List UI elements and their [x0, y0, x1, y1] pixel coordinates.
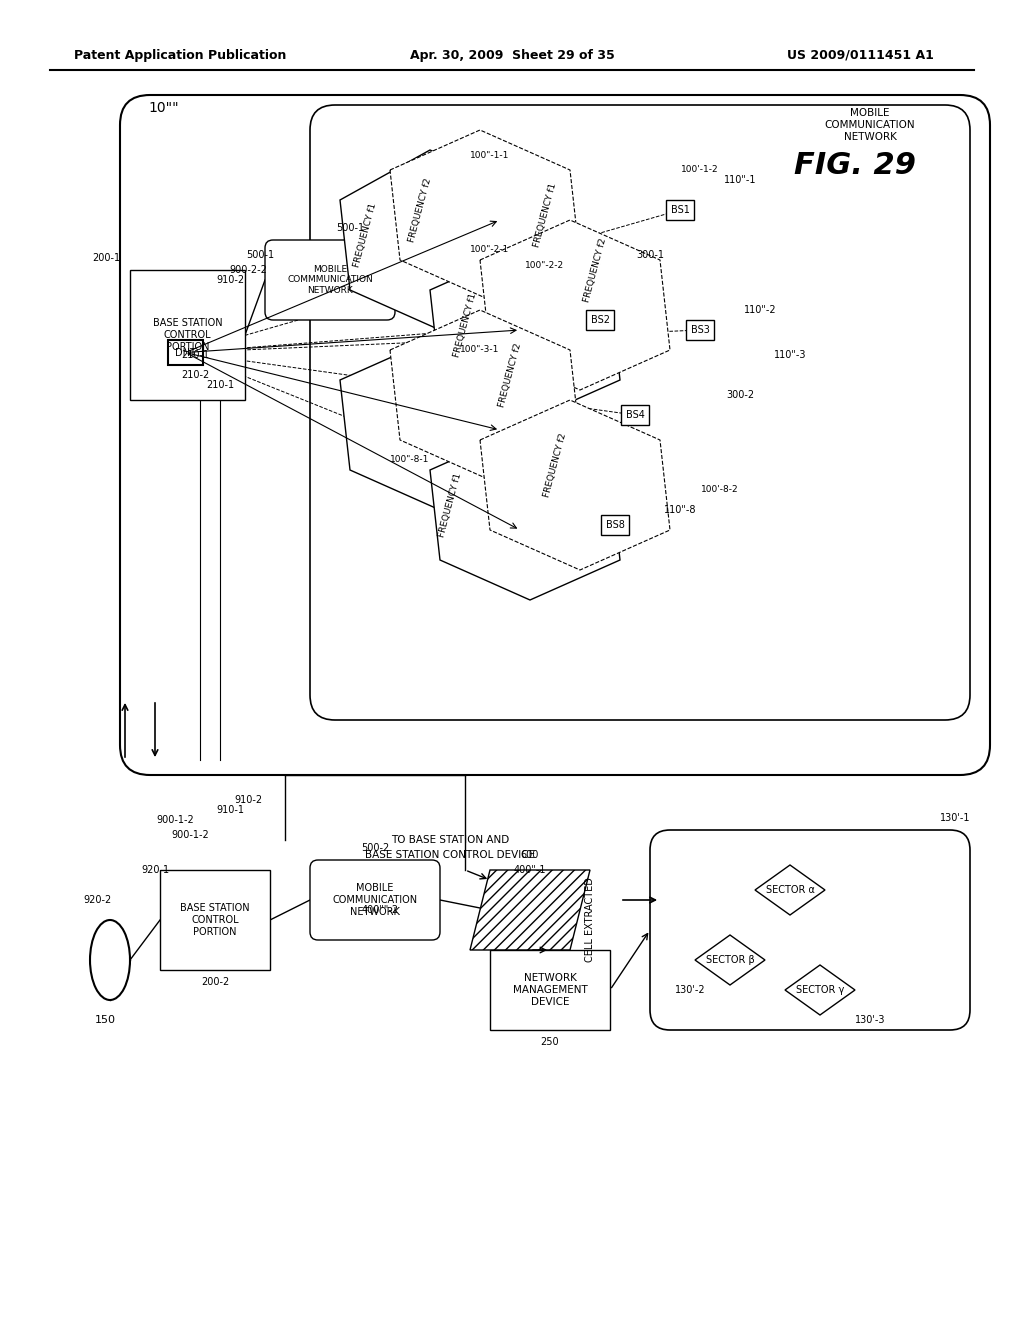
Text: FREQUENCY f1: FREQUENCY f1 [532, 182, 558, 248]
FancyBboxPatch shape [160, 870, 270, 970]
Text: 500-1: 500-1 [246, 249, 274, 260]
Text: 300-2: 300-2 [726, 389, 754, 400]
Polygon shape [470, 870, 590, 950]
FancyBboxPatch shape [168, 341, 203, 366]
Text: BASE STATION
CONTROL
PORTION: BASE STATION CONTROL PORTION [153, 318, 222, 351]
Text: BS8: BS8 [605, 520, 625, 531]
Text: 110"-2: 110"-2 [743, 305, 776, 315]
FancyBboxPatch shape [621, 405, 649, 425]
Polygon shape [480, 400, 670, 570]
Text: BASE STATION CONTROL DEVICE: BASE STATION CONTROL DEVICE [365, 850, 536, 861]
Text: 910-1: 910-1 [216, 805, 244, 814]
Polygon shape [480, 220, 670, 389]
Text: BASE STATION
CONTROL
PORTION: BASE STATION CONTROL PORTION [180, 903, 250, 937]
Text: Apr. 30, 2009  Sheet 29 of 35: Apr. 30, 2009 Sheet 29 of 35 [410, 49, 614, 62]
Polygon shape [390, 129, 580, 300]
Text: 300-1: 300-1 [636, 249, 664, 260]
Polygon shape [785, 965, 855, 1015]
Text: 900-1-2: 900-1-2 [171, 830, 209, 840]
Text: 100'-1-2: 100'-1-2 [681, 165, 719, 174]
Text: FREQUENCY f2: FREQUENCY f2 [582, 236, 608, 304]
Text: BS1: BS1 [671, 205, 689, 215]
Text: 210-1: 210-1 [181, 350, 209, 360]
Text: 400"-1: 400"-1 [514, 865, 546, 875]
Text: 920-2: 920-2 [84, 895, 112, 906]
Polygon shape [695, 935, 765, 985]
Text: BS3: BS3 [690, 325, 710, 335]
Text: 920-1: 920-1 [141, 865, 169, 875]
Text: 110"-8: 110"-8 [664, 506, 696, 515]
Polygon shape [390, 310, 580, 480]
Text: NETWORK
MANAGEMENT
DEVICE: NETWORK MANAGEMENT DEVICE [513, 973, 588, 1007]
Text: FREQUENCY f2: FREQUENCY f2 [542, 432, 568, 498]
Polygon shape [430, 249, 620, 420]
Text: 400""-2: 400""-2 [361, 906, 398, 915]
FancyBboxPatch shape [310, 861, 440, 940]
FancyBboxPatch shape [686, 319, 714, 341]
Text: US 2009/0111451 A1: US 2009/0111451 A1 [786, 49, 934, 62]
Text: FREQUENCY f2: FREQUENCY f2 [408, 177, 433, 243]
FancyBboxPatch shape [601, 515, 629, 535]
FancyBboxPatch shape [130, 271, 245, 400]
Text: 100"-1-1: 100"-1-1 [470, 150, 510, 160]
Text: FREQUENCY f1: FREQUENCY f1 [437, 471, 463, 539]
FancyBboxPatch shape [265, 240, 395, 319]
Text: 210-1: 210-1 [206, 380, 234, 389]
Text: BS2: BS2 [591, 315, 609, 325]
Text: 130'-1: 130'-1 [940, 813, 971, 822]
FancyBboxPatch shape [120, 95, 990, 775]
Text: 100"-2-1: 100"-2-1 [470, 246, 510, 255]
Text: 200-1: 200-1 [92, 253, 120, 263]
Text: FREQUENCY f1: FREQUENCY f1 [452, 292, 478, 358]
Polygon shape [340, 150, 530, 330]
Text: TO BASE STATION AND: TO BASE STATION AND [391, 836, 509, 845]
Text: 900-2-2: 900-2-2 [229, 265, 267, 275]
Text: SECTOR γ: SECTOR γ [796, 985, 844, 995]
Text: DHT: DHT [175, 347, 196, 358]
Text: 600: 600 [521, 850, 540, 861]
Text: 910-2: 910-2 [216, 275, 244, 285]
Text: 500-2: 500-2 [360, 843, 389, 853]
Text: 100"-8-1: 100"-8-1 [390, 455, 430, 465]
FancyBboxPatch shape [586, 310, 614, 330]
Text: FREQUENCY f1: FREQUENCY f1 [352, 202, 378, 268]
FancyBboxPatch shape [666, 201, 694, 220]
Text: 110"-1: 110"-1 [724, 176, 757, 185]
Text: 130'-3: 130'-3 [855, 1015, 886, 1026]
Text: SECTOR α: SECTOR α [766, 884, 814, 895]
Polygon shape [755, 865, 825, 915]
Text: 200-2: 200-2 [201, 977, 229, 987]
Text: 130'-2: 130'-2 [675, 985, 706, 995]
Text: CELL EXTRACTED: CELL EXTRACTED [585, 878, 595, 962]
FancyBboxPatch shape [650, 830, 970, 1030]
FancyBboxPatch shape [490, 950, 610, 1030]
Text: 100'-8-2: 100'-8-2 [701, 486, 738, 495]
Text: 500-1: 500-1 [336, 223, 365, 234]
Text: 100"-3-1: 100"-3-1 [461, 346, 500, 355]
Text: MOBILE
COMMMUNICATION
NETWORK: MOBILE COMMMUNICATION NETWORK [287, 265, 373, 294]
Polygon shape [340, 341, 530, 510]
Text: 110"-3: 110"-3 [774, 350, 806, 360]
FancyBboxPatch shape [310, 106, 970, 719]
Text: 100"-2-2: 100"-2-2 [525, 260, 564, 269]
Text: 910-2: 910-2 [233, 795, 262, 805]
Text: 10"": 10"" [148, 102, 178, 115]
Text: 210-2: 210-2 [181, 370, 209, 380]
Ellipse shape [90, 920, 130, 1001]
Polygon shape [430, 430, 620, 601]
Text: 900-1-2: 900-1-2 [156, 814, 194, 825]
Text: FIG. 29: FIG. 29 [794, 150, 916, 180]
Text: MOBILE
COMMUNICATION
NETWORK: MOBILE COMMUNICATION NETWORK [333, 883, 418, 916]
Text: Patent Application Publication: Patent Application Publication [74, 49, 286, 62]
Text: FREQUENCY f2: FREQUENCY f2 [497, 342, 523, 408]
Text: 150: 150 [94, 1015, 116, 1026]
Text: MOBILE
COMMUNICATION
NETWORK: MOBILE COMMUNICATION NETWORK [824, 108, 915, 141]
Text: BS4: BS4 [626, 411, 644, 420]
Text: 250: 250 [541, 1038, 559, 1047]
Text: SECTOR β: SECTOR β [706, 954, 755, 965]
